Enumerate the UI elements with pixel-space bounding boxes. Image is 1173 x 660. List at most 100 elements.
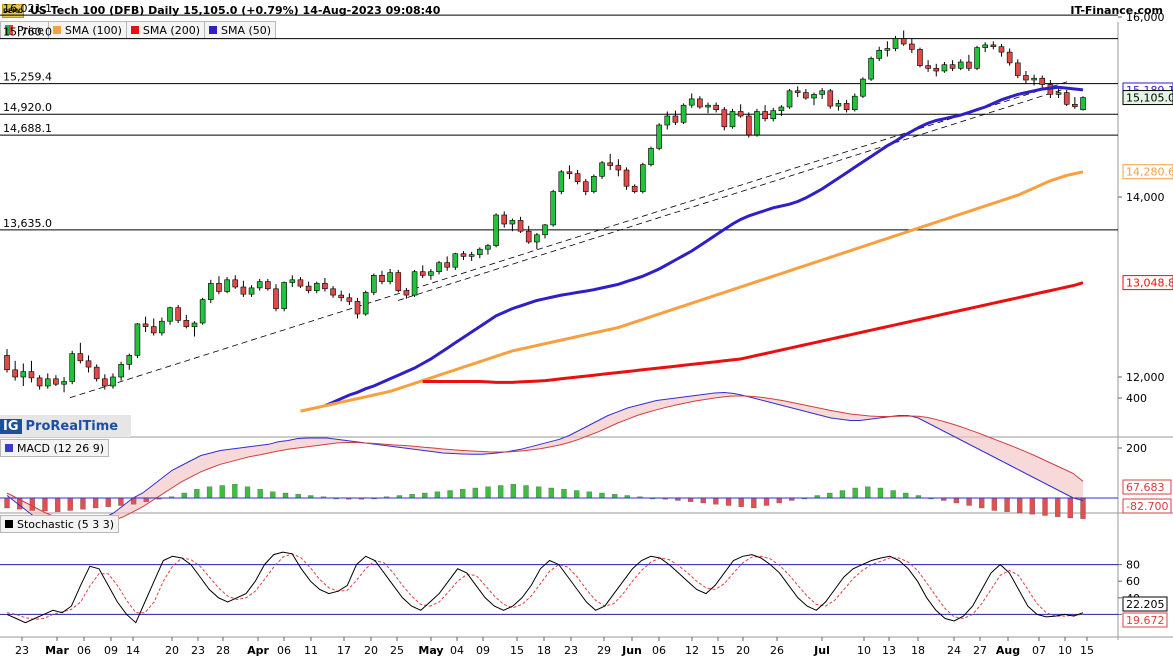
candle-body <box>419 271 426 276</box>
candle-body <box>468 254 475 257</box>
stochastic-value-tag: 19.672 <box>1126 614 1165 627</box>
candle-body <box>762 111 768 119</box>
candle-body <box>648 148 654 165</box>
candle-body <box>428 271 434 276</box>
candle-body <box>729 111 736 128</box>
candle-body <box>452 253 459 268</box>
candle-body <box>387 272 393 282</box>
macd-histogram-bar <box>586 491 592 499</box>
macd-histogram-bar <box>548 487 554 499</box>
macd-histogram-bar <box>573 490 580 499</box>
candle-body <box>640 164 646 192</box>
legend-item-sma100[interactable]: SMA (100) <box>47 21 127 39</box>
candle-body <box>265 281 271 290</box>
macd-histogram-bar <box>232 484 238 499</box>
candle-body <box>525 230 532 243</box>
candle-body <box>680 104 687 123</box>
candle-body <box>485 245 491 250</box>
candle-body <box>354 301 361 315</box>
sma-line <box>422 281 1084 384</box>
sma-line <box>324 85 1084 408</box>
trendline <box>69 80 1071 399</box>
x-tick-label: 23 <box>564 644 578 657</box>
candle-body <box>550 191 556 226</box>
candle-body <box>860 78 866 97</box>
candle-body <box>493 214 499 246</box>
y-tick-label: 80 <box>1126 559 1140 572</box>
candle-body <box>126 355 133 365</box>
candle-body <box>892 38 899 49</box>
macd-histogram-bar <box>700 497 706 504</box>
x-tick-label: 18 <box>537 644 551 657</box>
sma200-value-tag: 13,048.8 <box>1126 277 1173 290</box>
x-tick-label: Jul <box>813 644 830 657</box>
x-tick-label: 11 <box>304 644 318 657</box>
swatch-icon <box>5 520 13 528</box>
x-tick-label: 15 <box>711 644 725 657</box>
brand-label[interactable]: IT-Finance.com <box>1070 4 1163 17</box>
macd-histogram-bar <box>1080 497 1086 519</box>
level-label: 15,259.4 <box>3 71 52 84</box>
swatch-icon <box>52 26 61 34</box>
candle-body <box>705 104 711 108</box>
macd-histogram-bar <box>409 494 415 499</box>
candle-body <box>517 220 524 232</box>
legend-item-price[interactable]: Price <box>0 21 49 39</box>
legend-label: Price <box>17 23 44 37</box>
candle-body <box>672 115 679 123</box>
x-tick-label: May <box>418 644 443 657</box>
x-tick-label: 14 <box>126 644 140 657</box>
macd-histogram-bar <box>143 497 149 502</box>
macd-histogram-bar <box>422 492 428 499</box>
candle-body <box>1055 92 1062 95</box>
macd-histogram-bar <box>839 490 846 499</box>
candle-body <box>4 355 10 371</box>
candle-body <box>36 377 43 387</box>
y-tick-label: 12,000 <box>1126 371 1165 384</box>
candle-body <box>631 185 638 192</box>
macd-histogram-bar <box>738 497 744 507</box>
macd-histogram-bar <box>67 497 73 511</box>
candle-body <box>240 286 247 295</box>
candle-body <box>688 98 695 106</box>
x-tick-label: 28 <box>216 644 230 657</box>
candle-body <box>794 90 801 93</box>
macd-histogram-bar <box>536 486 542 499</box>
candle-body <box>819 90 825 95</box>
x-tick-label: 20 <box>364 644 378 657</box>
macd-histogram-bar <box>713 497 719 505</box>
macd-title: MACD (12 26 9) <box>17 441 105 455</box>
legend-item-sma200[interactable]: SMA (200) <box>125 21 205 39</box>
candle-body <box>957 61 964 69</box>
candle-body <box>256 281 263 289</box>
stochastic-legend[interactable]: Stochastic (5 3 3) <box>0 515 120 533</box>
macd-legend[interactable]: MACD (12 26 9) <box>0 439 110 457</box>
candle-body <box>721 109 728 128</box>
stochastic-d-line <box>6 553 1084 620</box>
x-tick-label: 26 <box>770 644 784 657</box>
x-tick-label: 10 <box>857 644 871 657</box>
candle-body <box>346 297 353 302</box>
candle-body <box>403 290 410 296</box>
level-label: 13,635.0 <box>3 217 52 230</box>
candle-body <box>322 283 328 290</box>
candle-body <box>362 292 369 315</box>
candle-body <box>656 124 662 149</box>
candle-body <box>305 285 312 291</box>
stochastic-title: Stochastic (5 3 3) <box>17 517 115 531</box>
macd-histogram-bar <box>80 497 86 510</box>
watermark: IG ProRealTime <box>0 415 131 437</box>
macd-histogram-bar <box>194 489 200 499</box>
legend-label: SMA (200) <box>142 23 200 37</box>
candle-body <box>566 171 573 174</box>
candle-body <box>379 274 385 282</box>
candle-body <box>982 44 988 48</box>
x-tick-label: Jun <box>621 644 642 657</box>
y-tick-label: 16,000 <box>1126 11 1165 24</box>
candle-body <box>754 111 760 136</box>
candle-body <box>884 48 891 51</box>
candle-body <box>273 288 279 309</box>
x-tick-label: 09 <box>104 644 118 657</box>
candle-body <box>990 44 997 48</box>
